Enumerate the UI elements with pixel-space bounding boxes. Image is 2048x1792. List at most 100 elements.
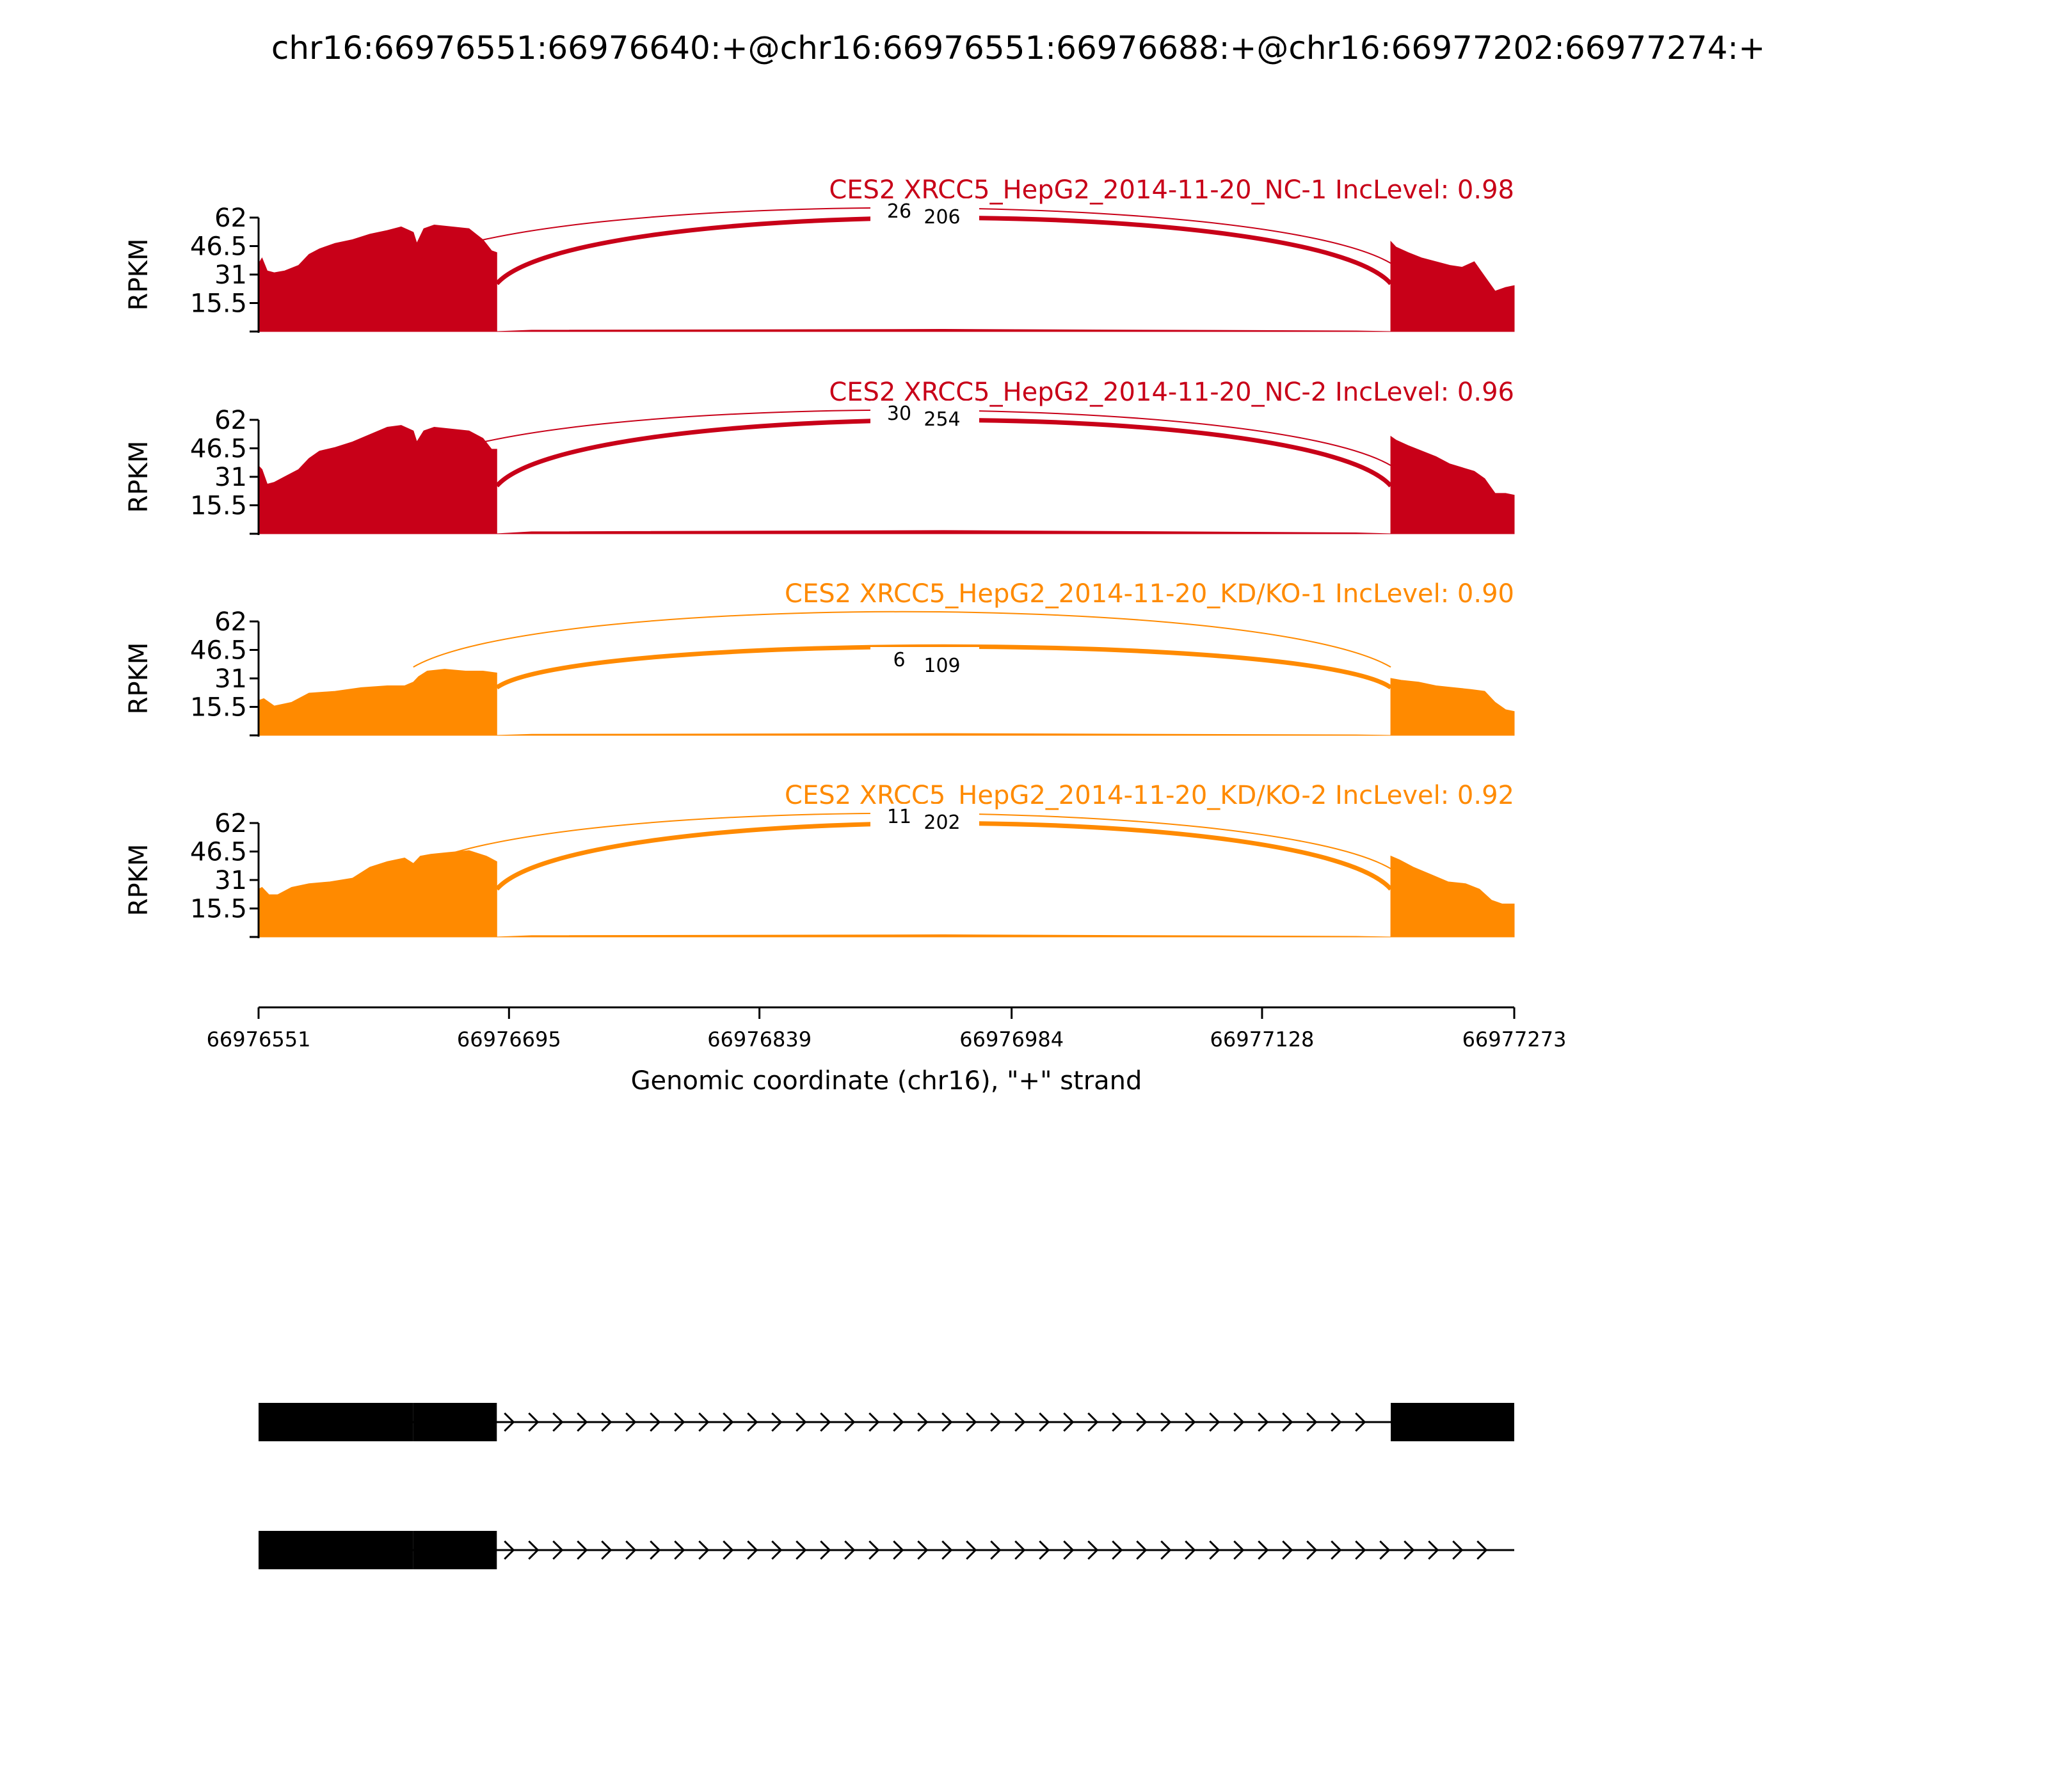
- x-tick-label: 66976839: [707, 1027, 812, 1052]
- strand-chevron: [796, 1540, 807, 1560]
- strand-chevron: [990, 1412, 1002, 1432]
- y-axis-label: RPKM: [124, 441, 154, 513]
- strand-chevron: [698, 1412, 710, 1432]
- junction-arc: [413, 611, 1391, 668]
- x-tick-label: 66976695: [457, 1027, 561, 1052]
- x-axis-label: Genomic coordinate (chr16), "+" strand: [631, 1066, 1142, 1096]
- junction-label: 30: [887, 403, 911, 425]
- strand-chevron: [1331, 1540, 1342, 1560]
- y-tick-label: 62: [214, 204, 247, 233]
- coverage-area: [258, 425, 1515, 534]
- strand-chevron: [528, 1540, 540, 1560]
- strand-chevron: [796, 1412, 807, 1432]
- strand-chevron: [625, 1412, 637, 1432]
- strand-chevron: [1428, 1540, 1439, 1560]
- strand-chevron: [1112, 1540, 1123, 1560]
- strand-chevron: [1404, 1540, 1415, 1560]
- junction-label: 254: [924, 408, 960, 431]
- strand-chevron: [1039, 1412, 1050, 1432]
- strand-chevron: [1087, 1412, 1099, 1432]
- strand-chevron: [1185, 1540, 1196, 1560]
- x-tick-label: 66976551: [207, 1027, 311, 1052]
- y-tick-label: 15.5: [190, 492, 247, 521]
- strand-chevron: [1306, 1412, 1318, 1432]
- strand-chevron: [941, 1412, 953, 1432]
- strand-chevron: [1306, 1540, 1318, 1560]
- strand-chevron: [893, 1540, 904, 1560]
- strand-chevron: [1355, 1540, 1366, 1560]
- strand-chevron: [1014, 1412, 1026, 1432]
- strand-chevron: [504, 1412, 515, 1432]
- exon-block: [413, 1531, 497, 1569]
- strand-chevron: [723, 1540, 734, 1560]
- junction-label: 202: [924, 812, 960, 834]
- strand-chevron: [820, 1540, 831, 1560]
- strand-chevron: [1209, 1412, 1220, 1432]
- strand-chevron: [1136, 1540, 1148, 1560]
- series-title: CES2 XRCC5_HepG2_2014-11-20_KD/KO-1 IncL…: [785, 579, 1514, 609]
- y-tick-label: 46.5: [190, 232, 247, 262]
- strand-chevron: [552, 1540, 564, 1560]
- strand-chevron: [1379, 1540, 1391, 1560]
- junction-label: 206: [924, 206, 960, 228]
- strand-chevron: [1282, 1540, 1293, 1560]
- strand-chevron: [1014, 1540, 1026, 1560]
- y-tick-label: 62: [214, 406, 247, 435]
- strand-chevron: [552, 1412, 564, 1432]
- exon-block: [413, 1403, 497, 1441]
- junction-label: 109: [924, 655, 960, 677]
- strand-chevron: [1160, 1412, 1172, 1432]
- strand-chevron: [1476, 1540, 1488, 1560]
- exon-block: [259, 1403, 413, 1441]
- y-tick-label: 31: [214, 866, 247, 895]
- strand-chevron: [1233, 1412, 1245, 1432]
- junction-arc: [495, 644, 1393, 690]
- junction-label: 11: [887, 806, 911, 828]
- strand-chevron: [1136, 1412, 1148, 1432]
- strand-chevron: [528, 1412, 540, 1432]
- strand-chevron: [674, 1412, 685, 1432]
- y-tick-label: 31: [214, 260, 247, 290]
- strand-chevron: [820, 1412, 831, 1432]
- strand-chevron: [1039, 1540, 1050, 1560]
- strand-chevron: [966, 1412, 977, 1432]
- strand-chevron: [893, 1412, 904, 1432]
- y-tick-label: 46.5: [190, 838, 247, 867]
- strand-chevron: [650, 1412, 661, 1432]
- junction-label: 26: [887, 200, 911, 223]
- strand-chevron: [747, 1540, 758, 1560]
- x-tick-label: 66977273: [1462, 1027, 1567, 1052]
- strand-chevron: [1185, 1412, 1196, 1432]
- strand-chevron: [601, 1412, 612, 1432]
- strand-chevron: [747, 1412, 758, 1432]
- strand-chevron: [674, 1540, 685, 1560]
- junction-label: 6: [893, 649, 905, 671]
- y-tick-label: 31: [214, 664, 247, 694]
- strand-chevron: [771, 1412, 783, 1432]
- junction-label-bg: [870, 804, 979, 829]
- strand-chevron: [504, 1540, 515, 1560]
- exon-block: [259, 1531, 413, 1569]
- coverage-area: [258, 669, 1515, 736]
- y-axis-label: RPKM: [124, 643, 154, 715]
- junction-label-bg: [870, 647, 979, 673]
- x-ticks: 66976551 66976695 66976839 66976984 66977128…: [207, 1007, 1567, 1052]
- y-tick-label: 62: [214, 809, 247, 838]
- junction-label-bg: [870, 401, 979, 426]
- strand-chevron: [1258, 1412, 1269, 1432]
- strand-chevron: [966, 1540, 977, 1560]
- strand-chevron: [601, 1540, 612, 1560]
- junction-label-bg: [870, 198, 979, 224]
- exon-block: [1391, 1403, 1514, 1441]
- strand-chevron: [844, 1412, 856, 1432]
- x-tick-label: 66976984: [959, 1027, 1064, 1052]
- coverage-area: [258, 850, 1515, 938]
- strand-chevron: [1063, 1540, 1075, 1560]
- strand-chevron: [723, 1412, 734, 1432]
